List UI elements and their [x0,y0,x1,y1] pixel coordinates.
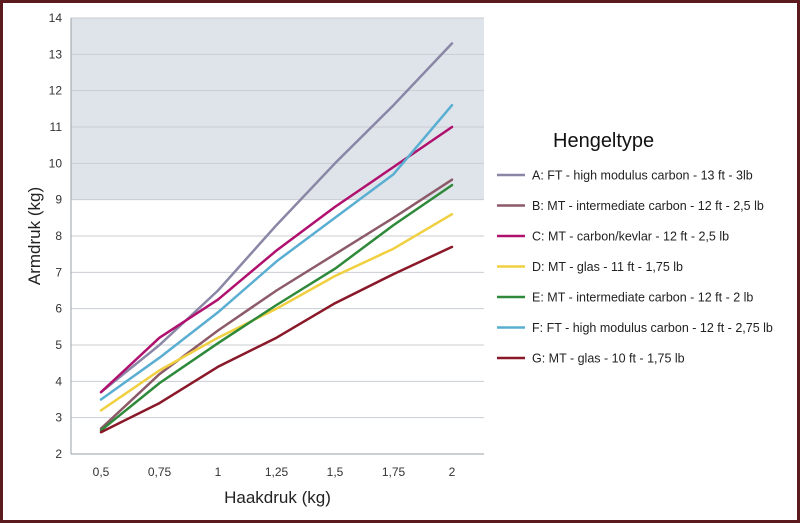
y-axis-title: Armdruk (kg) [25,187,44,285]
y-tick-label: 3 [55,411,62,425]
axes [70,18,484,455]
x-tick-label: 0,75 [148,465,172,479]
y-tick-label: 4 [55,374,62,388]
series-line-b [99,178,454,430]
series-line-a [99,42,454,394]
legend-label: A: FT - high modulus carbon - 13 ft - 3l… [532,169,753,183]
series-line-f [99,103,454,401]
y-tick-label: 7 [55,265,62,279]
legend-label: B: MT - intermediate carbon - 12 ft - 2,… [532,199,764,213]
y-tick-label: 5 [55,338,62,352]
x-axis-title: Haakdruk (kg) [224,488,331,507]
legend-label: E: MT - intermediate carbon - 12 ft - 2 … [532,291,753,305]
series-line-g [99,245,454,434]
y-tick-label: 10 [49,156,63,170]
y-tick-label: 13 [49,47,63,61]
series-line-e [99,183,454,432]
series-lines [99,42,454,434]
series-line-d [99,212,454,412]
x-tick-label: 0,5 [93,465,110,479]
y-tick-label: 9 [55,193,62,207]
legend-label: G: MT - glas - 10 ft - 1,75 lb [532,352,685,366]
y-tick-label: 6 [55,302,62,316]
y-tick-label: 14 [49,11,63,25]
series-line-c [99,125,454,394]
legend-title: Hengeltype [553,130,654,152]
legend-label: F: FT - high modulus carbon - 12 ft - 2,… [532,321,773,335]
y-tick-label: 12 [49,84,63,98]
legend-label: D: MT - glas - 11 ft - 1,75 lb [532,260,683,274]
x-tick-label: 2 [449,465,456,479]
y-tick-label: 11 [50,120,63,134]
x-tick-label: 1,5 [327,465,344,479]
x-tick-label: 1,25 [265,465,289,479]
legend-label: C: MT - carbon/kevlar - 12 ft - 2,5 lb [532,230,729,244]
x-tick-label: 1 [215,465,222,479]
y-tick-label: 8 [55,229,62,243]
gridlines [71,17,484,455]
shaded-band [71,18,484,200]
y-tick-label: 2 [55,447,62,461]
x-tick-labels: 0,5 0,75 1 1,25 1,5 1,75 2 [93,465,456,479]
y-tick-labels: 2 3 4 5 6 7 8 9 10 11 12 13 14 [49,11,63,461]
x-tick-label: 1,75 [382,465,406,479]
legend: A: FT - high modulus carbon - 13 ft - 3l… [497,169,773,366]
